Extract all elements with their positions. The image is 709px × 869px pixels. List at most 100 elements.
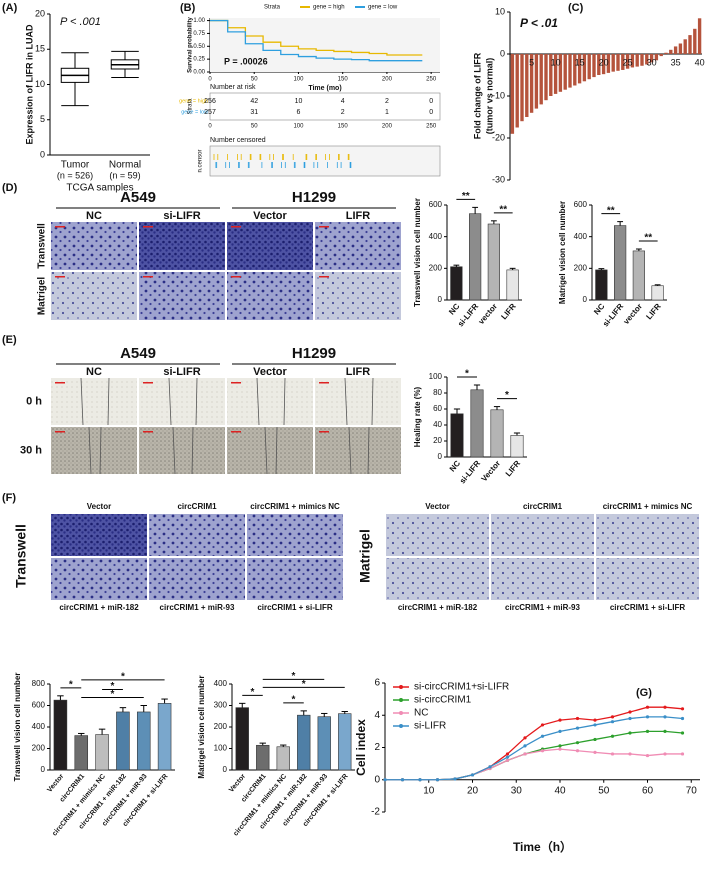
x-tick-label: 30 (647, 57, 657, 67)
point (575, 716, 580, 721)
y-tick-label: 0 (583, 295, 588, 304)
y-tick-label: 5 (40, 114, 45, 124)
y-axis-label: Cell index (354, 719, 368, 776)
x-tick-label: 70 (686, 785, 698, 796)
x-tick-label: 150 (338, 124, 349, 130)
y-tick-label: 400 (429, 232, 443, 241)
y-tick-label: -20 (492, 132, 505, 142)
y-tick-label: 100 (214, 744, 228, 753)
y-tick-label: 6 (374, 678, 380, 689)
y-tick-label: 20 (35, 8, 45, 18)
category-note: (n = 526) (57, 170, 93, 180)
micrograph (51, 272, 137, 320)
significance-label: * (251, 687, 255, 698)
point (610, 734, 615, 738)
panel-label: (B) (180, 2, 196, 14)
y-tick-label: 4 (374, 710, 380, 721)
table-cell: 0 (429, 109, 433, 116)
micrograph (51, 427, 137, 474)
x-tick-label: NC (447, 302, 461, 317)
bar (256, 744, 270, 771)
annotation: P < .01 (520, 16, 558, 30)
panel-label: (G) (636, 687, 652, 699)
column-label: circCRIM1 + miR-182 (59, 603, 139, 612)
point (575, 749, 580, 753)
x-tick-label: NC (448, 459, 462, 474)
table-cell: 256 (204, 98, 216, 105)
legend-label: gene = high (313, 5, 345, 11)
significance-label: * (121, 671, 125, 682)
wound-edge (371, 377, 374, 426)
bar (669, 49, 673, 54)
point (645, 705, 650, 709)
table-row-label: gene = low (181, 109, 208, 115)
bar (635, 54, 639, 67)
table-cell: 2 (385, 98, 389, 105)
bar (116, 711, 130, 771)
column-label: Vector (87, 502, 111, 511)
point (418, 778, 422, 782)
micrograph (51, 558, 147, 600)
scale-bar (319, 226, 329, 228)
bar (697, 18, 702, 54)
y-tick-label: 0 (438, 452, 443, 461)
bar (606, 54, 611, 73)
y-tick-label: 200 (32, 744, 46, 753)
column-label: circCRIM1 + mimics NC (603, 502, 693, 511)
bar (136, 711, 151, 771)
y-axis-label: Healing rate (%) (413, 386, 422, 447)
bar (673, 46, 678, 54)
point (645, 715, 650, 719)
x-tick-label: si-LIFR (456, 302, 480, 329)
point (663, 705, 667, 709)
significance-label: * (302, 679, 306, 690)
bar (515, 54, 519, 128)
series-line (210, 19, 423, 62)
significance-label: * (505, 390, 509, 401)
side-label: Transwell (13, 524, 29, 588)
table-cell: 257 (204, 109, 216, 116)
y-tick-label: 40 (433, 420, 442, 429)
y-tick-label: 800 (32, 679, 46, 688)
point (505, 758, 510, 763)
micrograph (139, 222, 225, 270)
bar (529, 54, 534, 113)
x-tick-label: 15 (575, 57, 585, 67)
x-tick-label: si-LIFR (458, 459, 482, 486)
wound-edge (99, 426, 102, 475)
scale-bar (55, 382, 65, 384)
bar (235, 707, 249, 771)
table-cell: 1 (385, 109, 389, 116)
point (645, 729, 650, 733)
significance-label: * (111, 689, 115, 700)
series-line (385, 730, 683, 781)
bar (510, 54, 515, 134)
bar (95, 734, 109, 771)
series-line (385, 748, 683, 781)
y-axis-label: Matrigel vision cell number (558, 201, 567, 304)
y-axis-label: (tumor vs normal) (484, 58, 494, 135)
bar (469, 213, 482, 301)
bar (470, 389, 484, 458)
point (558, 729, 562, 733)
x-tick-label: 50 (251, 124, 258, 130)
bar (563, 54, 567, 90)
y-tick-label: 100 (429, 372, 443, 381)
y-axis-label: Expression of LIFR in LUAD (24, 24, 34, 145)
bar (53, 699, 68, 771)
y-tick-label: 0.75 (193, 31, 205, 37)
annotation: P = .00026 (224, 56, 268, 66)
column-label: circCRIM1 + si-LIFR (257, 603, 333, 612)
wound-edge (195, 377, 198, 426)
x-tick-label: 100 (293, 124, 304, 130)
scale-bar (143, 226, 153, 228)
point (645, 753, 650, 758)
y-tick-label: 200 (574, 263, 588, 272)
y-tick-label: 20 (433, 436, 442, 445)
y-tick-label: -30 (492, 174, 505, 184)
y-tick-label: 80 (433, 388, 442, 397)
scale-bar (319, 276, 329, 278)
table-cell: 0 (429, 98, 433, 105)
point (593, 750, 597, 754)
table-cell: 2 (341, 109, 345, 116)
